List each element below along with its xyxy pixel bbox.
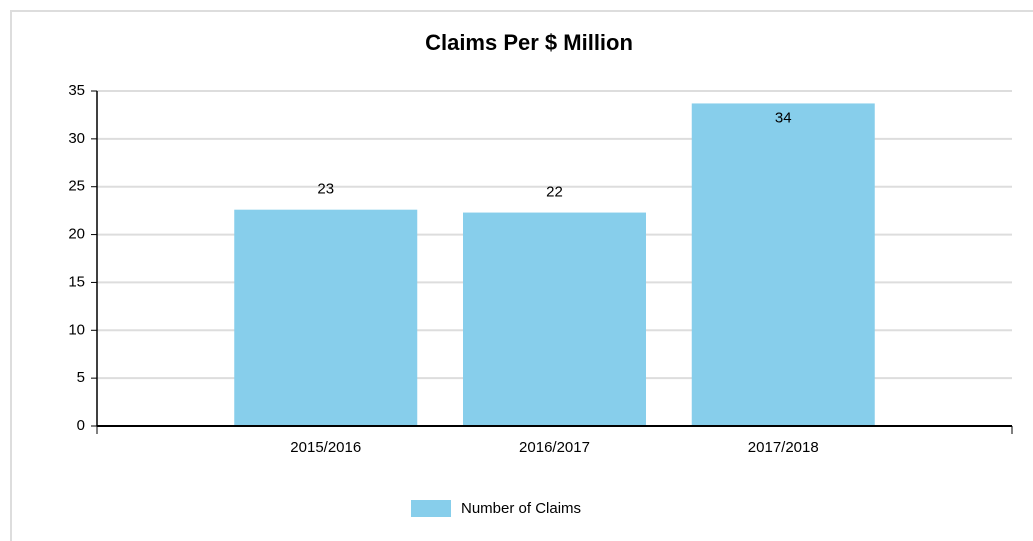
x-tick-label: 2017/2018	[748, 439, 819, 456]
x-tick-label: 2015/2016	[290, 439, 361, 456]
data-label: 23	[317, 181, 334, 198]
bar	[691, 103, 875, 426]
y-tick-label: 20	[68, 226, 85, 243]
legend-label: Number of Claims	[461, 500, 581, 517]
y-tick-label: 10	[68, 321, 85, 338]
y-tick-label: 5	[77, 369, 85, 386]
bar	[234, 209, 418, 426]
y-tick-label: 0	[77, 417, 85, 434]
y-tick-label: 30	[68, 130, 85, 147]
y-tick-label: 25	[68, 178, 85, 195]
legend-swatch	[411, 500, 451, 517]
chart-title: Claims Per $ Million	[425, 30, 633, 55]
bar	[463, 212, 646, 426]
data-label: 22	[546, 184, 563, 201]
x-tick-label: 2016/2017	[519, 439, 590, 456]
y-tick-label: 35	[68, 82, 85, 99]
y-tick-label: 15	[68, 273, 85, 290]
data-label: 34	[775, 109, 792, 126]
